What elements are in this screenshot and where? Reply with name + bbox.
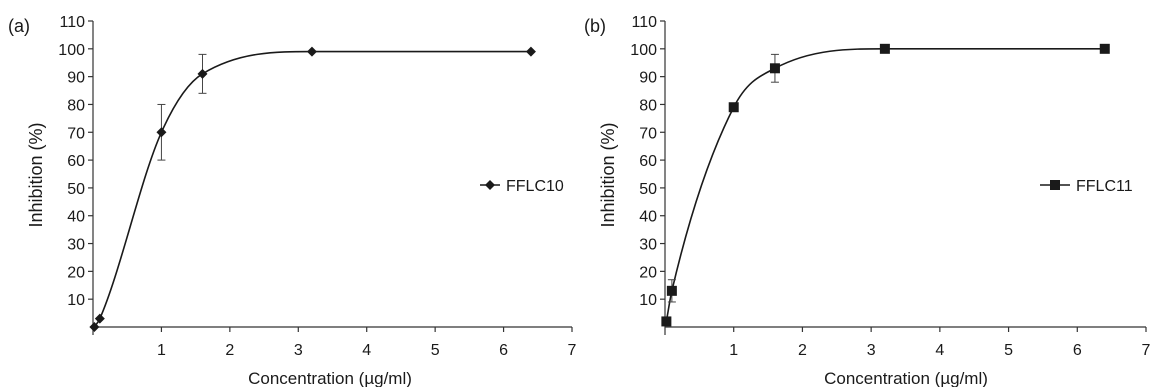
panel-b-x-tick-label: 6 — [1073, 342, 1082, 359]
panel-b-data-point — [666, 285, 677, 296]
panel-b-plot: 10 20 30 40 50 60 70 80 90 100 110 1 2 3 4 5 6 7 FFLC11 — [630, 14, 1150, 359]
panel-a-label: (a) — [8, 16, 30, 36]
panel-a-y-tick-label: 60 — [67, 153, 85, 170]
panel-a-data-point — [306, 46, 317, 57]
panel-b-y-tick-label: 60 — [639, 153, 657, 170]
panel-b-ylabel: Inhibition (%) — [598, 122, 618, 227]
panel-b-xlabel: Concentration (µg/ml) — [824, 369, 988, 387]
panel-a-y-tick-label: 30 — [67, 237, 85, 254]
panel-a-y-tick-label: 50 — [67, 181, 85, 198]
panel-a-x-tick-label: 5 — [431, 342, 440, 359]
panel-a-data-point — [197, 68, 208, 79]
panel-b-y-tick-label: 90 — [639, 70, 657, 87]
panel-b-data-point — [661, 316, 672, 327]
panel-a-y-tick-label: 40 — [67, 209, 85, 226]
panel-a-y-tick-label: 90 — [67, 70, 85, 87]
panel-a-y-tick-label: 70 — [67, 125, 85, 142]
panel-b-data-point — [728, 102, 739, 113]
panel-b-y-tick-label: 50 — [639, 181, 657, 198]
panel-b-y-tick-label: 110 — [631, 14, 657, 31]
panel-a-ylabel: Inhibition (%) — [26, 122, 46, 227]
panel-b-series-line — [665, 48, 1105, 322]
panel-a-y-tick-label: 20 — [67, 264, 85, 281]
panel-a-x-tick-label: 6 — [499, 342, 508, 359]
panel-b-y-tick-label: 30 — [639, 237, 657, 254]
panel-a-y-tick-label: 100 — [58, 42, 85, 59]
panel-b-label: (b) — [584, 16, 606, 36]
panel-b-x-tick-label: 7 — [1142, 342, 1151, 359]
panel-b-x-tick-label: 5 — [1004, 342, 1013, 359]
panel-a-data-point — [156, 127, 167, 138]
panel-a-data-point — [94, 313, 105, 324]
panel-b-y-tick-label: 80 — [639, 97, 657, 114]
panel-b-x-tick-label: 3 — [867, 342, 876, 359]
chart-panel-a: (a) Inhibition (%) Concentration (µg/ml) — [8, 16, 412, 387]
panel-a-x-tick-label: 4 — [362, 342, 371, 359]
panel-a-x-tick-label: 3 — [294, 342, 303, 359]
panel-b-y-tick-label: 100 — [630, 42, 657, 59]
panel-a-x-tick-label: 2 — [225, 342, 234, 359]
panel-b-y-tick-label: 70 — [639, 125, 657, 142]
panel-a-legend: FFLC10 — [480, 178, 564, 195]
panel-a-series-line — [93, 50, 531, 328]
panel-a-y-tick-label: 80 — [67, 97, 85, 114]
panel-a-plot: 10 20 30 40 50 60 70 80 90 100 110 1 2 3 4 5 6 7 FFLC10 — [58, 14, 576, 359]
panel-a-data-point — [525, 46, 536, 57]
panel-b-legend: FFLC11 — [1040, 178, 1133, 195]
panel-b-data-point — [1099, 43, 1110, 54]
panel-a-legend-marker — [485, 180, 495, 190]
chart-panel-b: (b) Inhibition (%) Concentration (µg/ml) — [584, 16, 988, 387]
panel-b-legend-label: FFLC11 — [1076, 178, 1133, 195]
panel-a-data-point — [89, 322, 100, 332]
panel-b-y-tick-label: 10 — [639, 292, 657, 309]
panel-a-y-tick-label: 10 — [67, 292, 85, 309]
panel-b-x-tick-label: 4 — [935, 342, 944, 359]
panel-b-data-point — [769, 63, 780, 74]
panel-b-data-point — [879, 43, 890, 54]
panel-b-legend-marker — [1050, 180, 1060, 190]
panel-b-y-tick-label: 40 — [639, 209, 657, 226]
panel-b-x-tick-label: 2 — [798, 342, 807, 359]
panel-a-y-tick-label: 110 — [59, 14, 85, 31]
panel-a-legend-label: FFLC10 — [506, 178, 564, 195]
panel-b-y-tick-label: 20 — [639, 264, 657, 281]
panel-a-x-tick-label: 7 — [568, 342, 577, 359]
panel-a-x-tick-label: 1 — [157, 342, 166, 359]
panel-a-xlabel: Concentration (µg/ml) — [248, 369, 412, 387]
panel-b-x-tick-label: 1 — [729, 342, 738, 359]
